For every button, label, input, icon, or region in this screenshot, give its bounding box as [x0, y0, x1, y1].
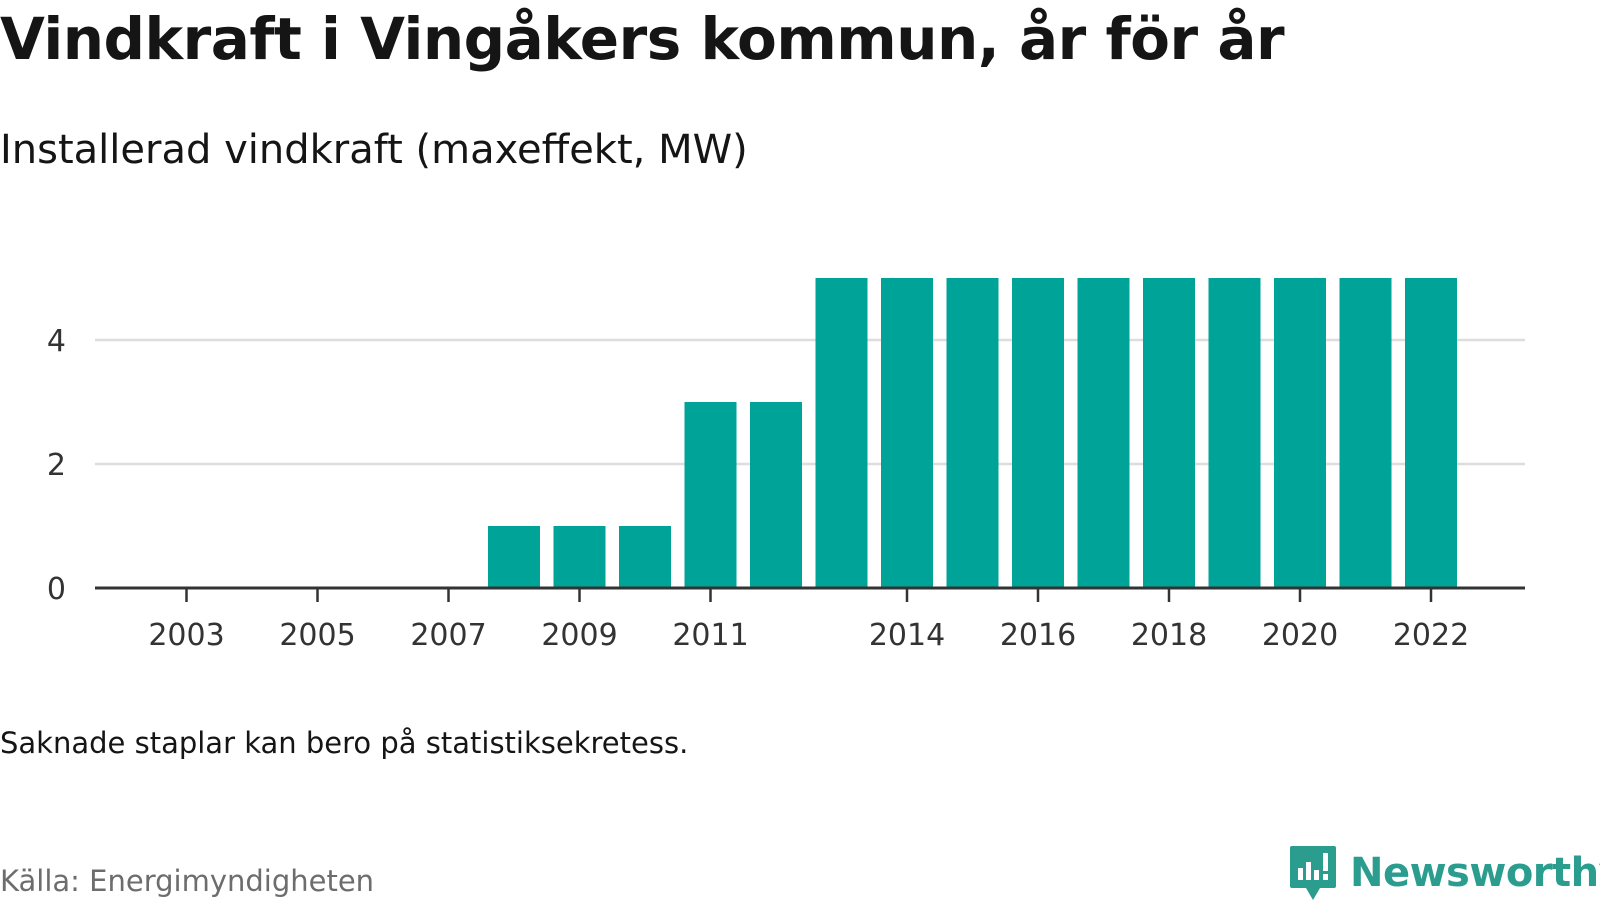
bar-2012	[750, 402, 802, 588]
bar-2008	[488, 526, 540, 588]
bar-2013	[815, 278, 868, 588]
bar-2019	[1208, 278, 1261, 588]
chart-note: Saknade staplar kan bero på statistiksek…	[0, 726, 689, 760]
bar-2009	[553, 526, 606, 588]
bar-chart: 2003 2005 2007 2009 2011 2014 2016 2018 2020 2022…	[47, 278, 1525, 653]
newsworthy-logo: Newsworthy	[1288, 844, 1600, 902]
x-tick-label: 2014	[869, 618, 945, 653]
bar-2011	[684, 402, 737, 588]
bar-2015	[946, 278, 999, 588]
x-tick-label: 2009	[541, 618, 617, 653]
source-credit: Källa: Energimyndigheten	[0, 864, 375, 898]
bars	[488, 278, 1457, 588]
y-tick-label: 2	[47, 448, 66, 483]
x-tick-label: 2011	[672, 618, 748, 653]
x-tick-label: 2007	[410, 618, 486, 653]
chart-subtitle: Installerad vindkraft (maxeffekt, MW)	[0, 127, 748, 173]
x-tick-label: 2016	[1000, 618, 1076, 653]
bar-2021	[1339, 278, 1392, 588]
x-ticks: 2003 2005 2007 2009 2011 2014 2016 2018 2020 2022	[148, 588, 1469, 653]
x-tick-label: 2005	[279, 618, 355, 653]
newsworthy-logo-text: Newsworthy	[1350, 850, 1600, 896]
bar-2022	[1405, 278, 1457, 588]
y-tick-label: 4	[47, 324, 66, 359]
newsworthy-logo-icon	[1290, 846, 1336, 900]
bar-2020	[1274, 278, 1326, 588]
chart-title: Vindkraft i Vingåkers kommun, år för år	[0, 5, 1285, 73]
bar-2014	[881, 278, 933, 588]
x-tick-label: 2020	[1262, 618, 1338, 653]
bar-2016	[1012, 278, 1064, 588]
y-tick-label: 0	[47, 572, 66, 607]
x-tick-label: 2003	[148, 618, 224, 653]
bar-2010	[619, 526, 671, 588]
bar-2017	[1077, 278, 1130, 588]
x-tick-label: 2018	[1131, 618, 1207, 653]
y-tick-labels: 0 2 4	[47, 324, 66, 607]
bar-2018	[1143, 278, 1195, 588]
x-tick-label: 2022	[1393, 618, 1469, 653]
